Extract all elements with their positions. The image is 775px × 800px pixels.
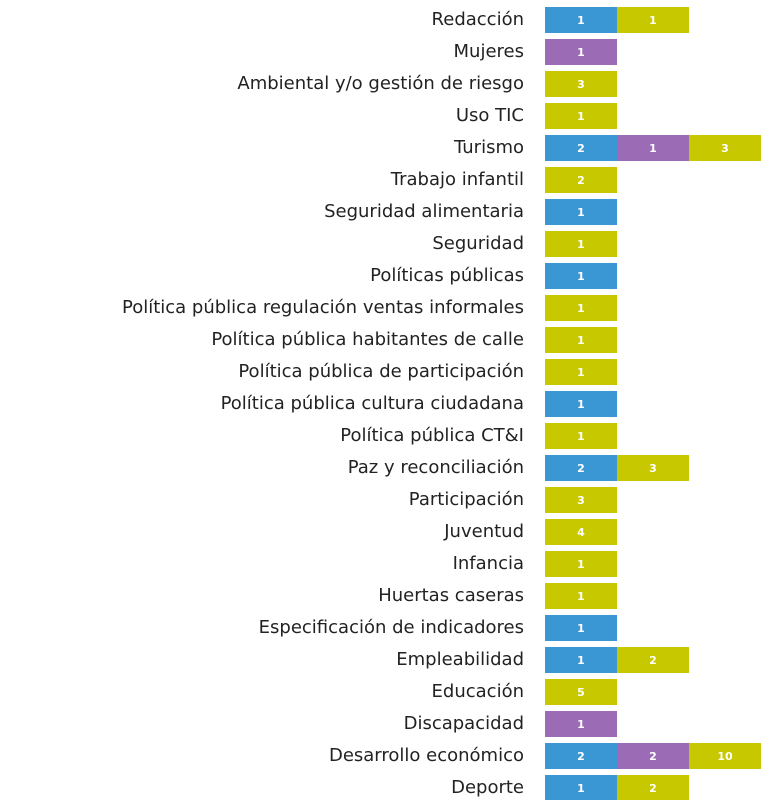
category-label: Juventud [443,521,524,542]
bar-segment [617,7,689,33]
bar-segment [545,743,617,769]
value-label: 1 [649,142,657,155]
bar-segment [617,743,689,769]
bar-segment [617,455,689,481]
category-label: Educación [432,681,524,702]
bar-segment [545,647,617,673]
bar-segment [545,231,617,257]
bar-segment [689,135,761,161]
value-label: 1 [577,622,585,635]
category-label: Empleabilidad [396,649,524,670]
bar-segment [545,7,617,33]
value-label: 4 [577,526,585,539]
category-label: Política pública cultura ciudadana [221,393,524,414]
value-label: 2 [577,750,585,763]
value-label: 1 [577,46,585,59]
value-label: 1 [577,110,585,123]
value-label: 3 [649,462,657,475]
category-label: Política pública CT&I [340,425,524,446]
bar-segment [545,775,617,800]
value-label: 1 [577,782,585,795]
bar-segment [545,711,617,737]
bar-segment [545,519,617,545]
bar-segment [545,327,617,353]
category-label: Desarrollo económico [329,745,524,766]
bar-segment [617,647,689,673]
category-label: Seguridad alimentaria [324,201,524,222]
value-label: 3 [577,494,585,507]
value-label: 3 [721,142,729,155]
category-label: Paz y reconciliación [348,457,524,478]
bar-segment [545,583,617,609]
value-label: 1 [577,206,585,219]
category-label: Redacción [432,9,524,30]
category-label: Huertas caseras [378,585,524,606]
value-label: 2 [649,782,657,795]
value-label: 3 [577,78,585,91]
value-label: 2 [577,142,585,155]
bar-segment [545,167,617,193]
bar-segment [617,135,689,161]
value-label: 1 [577,366,585,379]
bar-segment [545,295,617,321]
value-label: 1 [577,654,585,667]
value-label: 1 [577,430,585,443]
bar-segment [545,615,617,641]
bar-segment [545,423,617,449]
value-label: 1 [577,270,585,283]
value-label: 1 [577,718,585,731]
category-label: Discapacidad [404,713,524,734]
value-label: 1 [577,590,585,603]
bar-segment [545,71,617,97]
bar-segment [545,135,617,161]
category-label: Mujeres [454,41,524,62]
bar-segment [545,487,617,513]
category-label: Trabajo infantil [390,169,524,190]
bar-segment [545,39,617,65]
value-label: 1 [577,398,585,411]
category-label: Política pública de participación [238,361,524,382]
category-label: Deporte [451,777,524,798]
value-label: 2 [577,462,585,475]
category-label: Turismo [453,137,524,158]
category-label: Ambiental y/o gestión de riesgo [237,73,524,94]
value-label: 1 [577,238,585,251]
bar-segment [545,103,617,129]
value-label: 5 [577,686,585,699]
value-label: 2 [577,174,585,187]
category-label: Infancia [453,553,524,574]
category-label: Participación [409,489,524,510]
category-label: Política pública habitantes de calle [211,329,524,350]
value-label: 10 [717,750,733,763]
value-label: 2 [649,750,657,763]
category-label: Política pública regulación ventas infor… [122,297,524,318]
value-label: 1 [577,302,585,315]
bar-segment [689,743,761,769]
bar-segment [545,263,617,289]
category-label: Seguridad [432,233,524,254]
bar-segment [545,199,617,225]
bar-segment [545,551,617,577]
bar-segment [545,359,617,385]
category-label: Políticas públicas [370,265,524,286]
value-label: 1 [577,14,585,27]
value-label: 2 [649,654,657,667]
bar-segment [545,391,617,417]
category-label: Especificación de indicadores [259,617,524,638]
bar-segment [545,455,617,481]
value-label: 1 [649,14,657,27]
bar-segment [617,775,689,800]
category-label: Uso TIC [456,105,524,126]
bar-segment [545,679,617,705]
value-label: 1 [577,334,585,347]
value-label: 1 [577,558,585,571]
